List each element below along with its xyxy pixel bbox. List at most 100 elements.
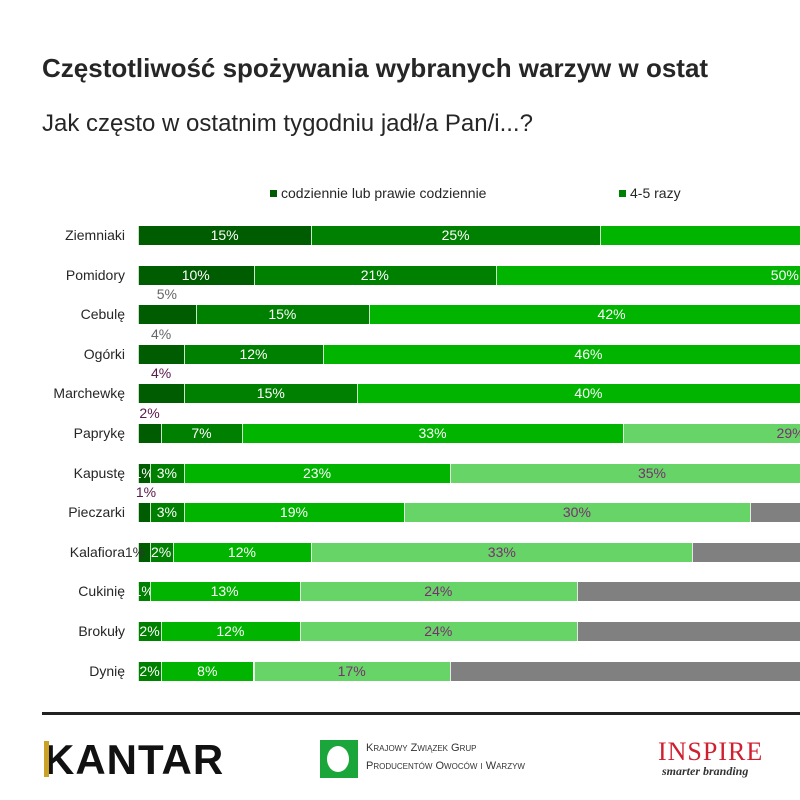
category-label: Marchewkę [53,385,125,402]
category-label: Pieczarki [68,504,125,521]
data-label: 33% [487,543,516,560]
data-label: 19% [279,504,308,521]
data-label: 15% [210,227,239,243]
bar-segment [449,661,800,681]
bar-segment [322,344,800,364]
category-label: Brokuły [78,623,125,639]
category-label: Pomidory [65,266,125,283]
data-label: 40% [574,385,603,402]
bar-segment [184,463,450,483]
data-label: 21% [360,266,389,283]
inspire-logo: INSPIRE [658,737,764,766]
data-label: 24% [424,583,453,600]
category-label: Ogórki [83,345,125,362]
bar-segment [161,622,300,641]
legend-swatch [270,190,277,197]
bar-segment [138,305,196,325]
bar-segment [576,582,800,602]
category-label: Cukinię [78,583,125,600]
bar-segment [149,463,185,483]
bar-segment [241,424,624,443]
stacked-bar-chart: Ziemniaki 15% 25% Pomidory 10% 21% 50% Cebulę 5%… [53,226,800,681]
bar-segment [184,503,404,523]
kantar-logo: KANTAR [44,736,225,783]
data-label: 35% [637,464,666,481]
bar-segment [600,226,800,245]
data-label: 25% [441,227,470,243]
bar-segment [750,503,800,523]
bar-segment [184,344,323,364]
data-label: 12% [239,345,268,362]
bar-segment [149,582,300,602]
bar-segment [623,424,800,443]
data-label: 30% [562,504,591,521]
bar-segment [357,384,800,404]
bar-segment [184,384,358,404]
bar-segment [138,265,254,285]
bar-segment [138,542,150,562]
bar-segment [138,622,162,641]
legend-swatch [619,190,626,197]
legend-item-daily: codziennie lub prawie codziennie [270,185,486,201]
bar-segment [172,542,312,562]
data-label: 2% [139,662,160,679]
bar-segment [449,463,800,483]
data-label: 10% [181,266,210,283]
bar-segment [161,661,254,681]
bar-segment [692,542,800,562]
category-label: Cebulę [80,306,125,323]
bar-segment [149,542,173,562]
bar-segment [138,582,150,602]
bar-segment [138,344,185,364]
kzgpoiw-logo-line2: Producentów Owoców i Warzyw [366,760,525,772]
data-label: 2% [150,543,172,560]
data-label: 8% [197,662,218,679]
bar-segment [369,305,800,325]
legend-label: 4-5 razy [630,185,681,201]
chart-title: Częstotliwość spożywania wybranych warzy… [42,53,709,83]
bar-segment [576,622,800,641]
data-label: 3% [156,464,177,481]
data-label: 1% [133,464,154,481]
bar-segment [138,463,150,483]
data-label: 29% [776,425,800,441]
category-label: Paprykę [73,425,125,441]
bar-segment [253,661,450,681]
bar-segment [253,265,497,285]
bar-segment [311,226,600,245]
data-label: 2% [139,405,160,421]
data-label: 24% [424,623,453,639]
data-label: 3% [156,504,177,521]
bar-segment [299,622,577,641]
bar-segment [138,384,185,404]
data-label: 1% [135,484,157,501]
kantar-logo-accent [44,741,49,777]
kzgpoiw-logo-icon [320,740,358,778]
bar-segment [138,661,162,681]
legend-label: codziennie lub prawie codziennie [281,185,487,201]
data-label: 17% [337,662,366,679]
bar-segment [496,265,800,285]
data-label: 2% [139,623,160,639]
bar-segment [195,305,369,325]
bar-segment [299,582,577,602]
data-label: 46% [574,345,603,362]
data-label: 50% [770,266,799,283]
data-label: 7% [191,425,212,441]
data-label: 12% [216,623,245,639]
bar-segment [403,503,751,523]
chart-subtitle: Jak często w ostatnim tygodniu jadł/a Pa… [42,110,533,137]
bar-segment [138,424,162,443]
bar-segment [311,542,693,562]
inspire-logo-tagline: smarter branding [662,764,749,778]
bar-segment [138,226,312,245]
data-label: 15% [256,385,285,402]
footer-divider [42,712,800,715]
category-label: Kapustę [73,464,125,481]
data-label: 5% [156,286,177,303]
bar-segment [149,503,185,523]
bar-segment [138,503,150,523]
data-label: 12% [227,543,256,560]
category-label: Ziemniaki [65,227,125,243]
category-label: Kalafiora [69,543,125,560]
